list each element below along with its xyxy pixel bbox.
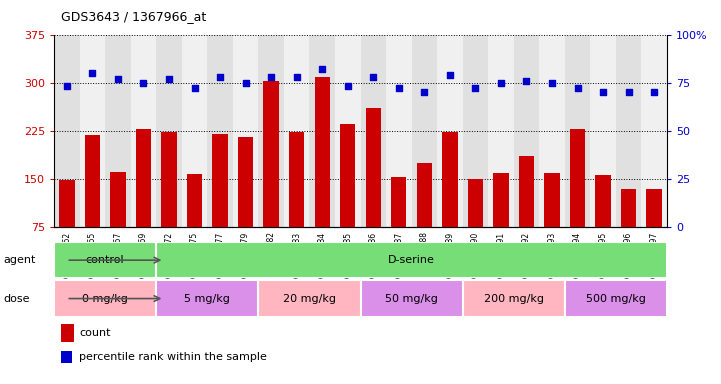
Point: [138, 79, 149, 86]
Bar: [79, 35, 105, 227]
Point: [163, 76, 174, 82]
Bar: [85, 135, 100, 275]
Bar: [463, 280, 565, 317]
Bar: [642, 35, 667, 227]
Bar: [213, 134, 228, 275]
Point: [495, 79, 507, 86]
Text: 50 mg/kg: 50 mg/kg: [385, 293, 438, 304]
Point: [547, 79, 558, 86]
Point: [189, 85, 200, 91]
Point: [469, 85, 481, 91]
Text: 5 mg/kg: 5 mg/kg: [185, 293, 230, 304]
Point: [521, 78, 532, 84]
Point: [648, 89, 660, 95]
Bar: [596, 175, 611, 275]
Bar: [340, 124, 355, 275]
Bar: [233, 35, 258, 227]
Bar: [238, 137, 253, 275]
Bar: [284, 35, 309, 227]
Bar: [54, 242, 156, 278]
Bar: [437, 35, 463, 227]
Point: [597, 89, 609, 95]
Text: 500 mg/kg: 500 mg/kg: [586, 293, 646, 304]
Text: 20 mg/kg: 20 mg/kg: [283, 293, 336, 304]
Bar: [513, 35, 539, 227]
Point: [444, 72, 456, 78]
Bar: [309, 35, 335, 227]
Point: [87, 70, 98, 76]
Bar: [544, 174, 559, 275]
Bar: [335, 35, 360, 227]
Bar: [162, 132, 177, 275]
Bar: [391, 177, 407, 275]
Bar: [59, 180, 74, 275]
Text: dose: dose: [4, 293, 30, 304]
Point: [419, 89, 430, 95]
Text: control: control: [86, 255, 125, 265]
Bar: [412, 35, 437, 227]
Text: count: count: [79, 328, 111, 338]
Bar: [54, 280, 156, 317]
Bar: [463, 35, 488, 227]
Bar: [110, 172, 125, 275]
Bar: [386, 35, 412, 227]
Point: [291, 74, 302, 80]
Bar: [54, 35, 79, 227]
Point: [317, 66, 328, 72]
Bar: [156, 35, 182, 227]
Text: agent: agent: [4, 255, 36, 265]
Bar: [289, 132, 304, 275]
Point: [265, 74, 277, 80]
Point: [61, 83, 73, 89]
Text: D-serine: D-serine: [388, 255, 435, 265]
Bar: [442, 132, 458, 275]
Text: percentile rank within the sample: percentile rank within the sample: [79, 352, 267, 362]
Bar: [187, 174, 202, 275]
Point: [623, 89, 634, 95]
Point: [342, 83, 353, 89]
Text: GDS3643 / 1367966_at: GDS3643 / 1367966_at: [61, 10, 206, 23]
Bar: [156, 242, 667, 278]
Bar: [565, 35, 590, 227]
Bar: [136, 129, 151, 275]
Bar: [131, 35, 156, 227]
Point: [214, 74, 226, 80]
Bar: [105, 35, 131, 227]
Point: [368, 74, 379, 80]
Bar: [182, 35, 208, 227]
Bar: [263, 81, 279, 275]
Bar: [366, 108, 381, 275]
Bar: [647, 189, 662, 275]
Bar: [565, 280, 667, 317]
Point: [572, 85, 583, 91]
Point: [240, 79, 252, 86]
Bar: [621, 189, 637, 275]
Point: [393, 85, 404, 91]
Bar: [488, 35, 514, 227]
Bar: [468, 179, 483, 275]
Point: [112, 76, 124, 82]
Bar: [258, 35, 284, 227]
Bar: [570, 129, 585, 275]
Bar: [314, 78, 329, 275]
Bar: [539, 35, 565, 227]
Bar: [417, 162, 432, 275]
Bar: [493, 174, 508, 275]
Bar: [519, 156, 534, 275]
Text: 200 mg/kg: 200 mg/kg: [484, 293, 544, 304]
Bar: [590, 35, 616, 227]
Bar: [616, 35, 642, 227]
Bar: [156, 280, 258, 317]
Bar: [360, 280, 463, 317]
Bar: [258, 280, 360, 317]
Bar: [360, 35, 386, 227]
Text: 0 mg/kg: 0 mg/kg: [82, 293, 128, 304]
Bar: [208, 35, 233, 227]
